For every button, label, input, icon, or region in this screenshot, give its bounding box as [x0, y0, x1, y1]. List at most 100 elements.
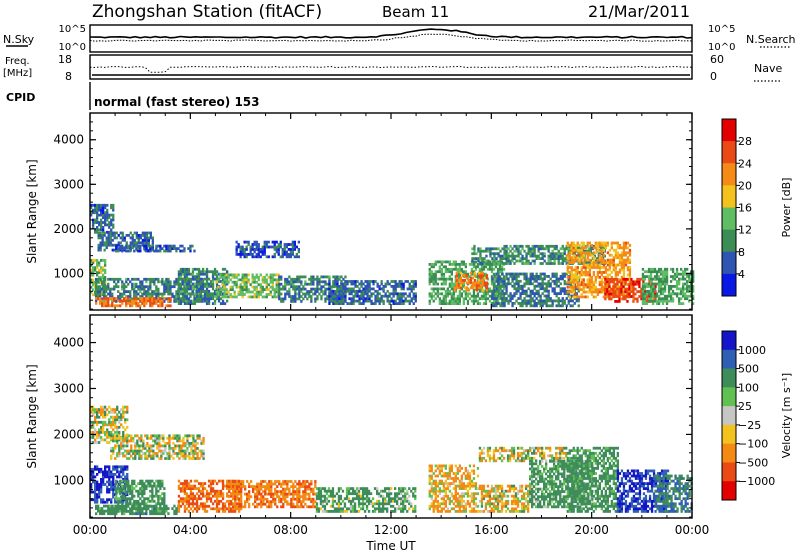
- colorbar-swatch: [722, 251, 736, 275]
- y-tick-label: 4000: [53, 336, 84, 350]
- colorbar: 4 8 12 16 20 24 28 Power [dB]: [721, 118, 793, 297]
- colorbar-swatch: [722, 368, 736, 388]
- y-tick-label: 2000: [53, 427, 84, 441]
- heatmap-region: [478, 484, 532, 513]
- heatmap-region: [641, 267, 695, 305]
- heatmap-region: [328, 280, 417, 305]
- colorbar-swatch: [722, 443, 736, 463]
- heatmap-region: [90, 203, 115, 234]
- noise-search-line: [89, 33, 693, 42]
- freq-unit-label: [MHz]: [3, 68, 32, 79]
- freq-panel: Freq. [MHz] 18 8 60 0 Nave: [3, 53, 782, 83]
- y-tick-label: 1000: [53, 266, 84, 280]
- colorbar-tick-label: 100: [738, 381, 759, 394]
- noise-tick-high-left: 10^5: [59, 24, 86, 35]
- colorbar-tick-label: −500: [738, 456, 768, 469]
- cpid-strip: CPID normal (fast stereo) 153: [6, 82, 260, 110]
- heatmap-region: [453, 271, 489, 292]
- colorbar-tick-label: 4: [738, 268, 745, 281]
- x-tick-label: 00:00: [675, 523, 710, 537]
- noise-tick-high-right: 10^5: [708, 24, 735, 35]
- x-tick-label: 08:00: [273, 523, 308, 537]
- x-tick-label: 12:00: [374, 523, 409, 537]
- heatmap-region: [95, 297, 172, 308]
- nave-tick-low: 0: [710, 70, 717, 83]
- cpid-text: normal (fast stereo) 153: [94, 95, 260, 109]
- colorbar-swatch: [722, 387, 736, 407]
- colorbar-tick-label: 28: [738, 135, 752, 148]
- heatmap-region: [95, 504, 180, 516]
- heatmap-region: [90, 465, 129, 504]
- nave-label: Nave: [754, 62, 782, 75]
- nsearch-label: N.Search: [746, 33, 796, 46]
- colorbar-swatch: [722, 462, 736, 482]
- heatmap-region: [215, 273, 280, 299]
- freq-tick-high: 18: [58, 53, 72, 66]
- power-panel: 1000 2000 3000 4000 Slant Range [km] 4 8 12 16 20…: [25, 112, 793, 311]
- x-axis-label: Time UT: [365, 539, 416, 553]
- colorbar-swatch: [722, 273, 736, 297]
- colorbar-tick-label: 500: [738, 363, 759, 376]
- heatmap-region: [115, 479, 166, 513]
- colorbar-swatch: [722, 163, 736, 186]
- noise-sky-line: [89, 28, 693, 39]
- colorbar-tick-label: 16: [738, 202, 752, 215]
- freq-label: Freq.: [5, 56, 30, 67]
- heatmap-region: [278, 275, 347, 303]
- cpid-label: CPID: [6, 91, 35, 104]
- colorbar-tick-label: −100: [738, 438, 768, 451]
- colorbar-tick-label: 12: [738, 224, 752, 237]
- velocity-panel: 1000 2000 3000 4000 00:00 04:00 08:00 12:00 16:0…: [25, 314, 793, 537]
- y-tick-label: 3000: [53, 381, 84, 395]
- heatmap-region: [428, 464, 480, 513]
- heatmap-region: [228, 480, 317, 509]
- station-title: Zhongshan Station (fitACF): [92, 2, 322, 22]
- y-tick-label: 2000: [53, 222, 84, 236]
- y-tick-label: 3000: [53, 177, 84, 191]
- noise-tick-low-right: 10^0: [708, 42, 735, 53]
- nave-tick-high: 60: [710, 53, 724, 66]
- colorbar-swatch: [722, 331, 736, 351]
- noise-tick-low-left: 10^0: [59, 42, 86, 53]
- heatmap-region: [566, 446, 619, 513]
- date-label: 21/Mar/2011: [588, 2, 690, 21]
- beam-label: Beam 11: [382, 3, 449, 21]
- heatmap-region: [315, 487, 417, 513]
- colorbar: 1000 500 100 25 −25 −100 −500 −1000 Velocity [m …: [721, 330, 793, 501]
- x-tick-label: 00:00: [73, 523, 108, 537]
- colorbar-tick-label: 8: [738, 246, 745, 259]
- colorbar-title: Power [dB]: [780, 178, 793, 238]
- colorbar-tick-label: 20: [738, 179, 752, 192]
- colorbar-swatch: [722, 185, 736, 208]
- colorbar-swatch: [722, 119, 736, 142]
- noise-panel: N.Sky 10^5 10^0 10^5 10^0 N.Search: [3, 24, 796, 53]
- y-tick-label: 4000: [53, 133, 84, 147]
- colorbar-tick-label: −25: [738, 419, 761, 432]
- colorbar-tick-label: 1000: [738, 344, 766, 357]
- heatmap-cells: [90, 405, 693, 516]
- heatmap-region: [235, 240, 300, 259]
- freq-tick-low: 8: [65, 70, 72, 83]
- colorbar-swatch: [722, 424, 736, 445]
- colorbar-tick-label: −1000: [738, 475, 775, 488]
- colorbar-swatch: [722, 406, 736, 426]
- colorbar-swatch: [722, 481, 736, 501]
- colorbar-title: Velocity [m s⁻¹]: [780, 373, 793, 458]
- colorbar-swatch: [722, 229, 736, 253]
- y-tick-label: 1000: [53, 473, 84, 487]
- heatmap-cells: [90, 203, 695, 308]
- colorbar-swatch: [722, 207, 736, 231]
- nave-dotted-line: [89, 65, 693, 73]
- y-axis-label: Slant Range [km]: [25, 364, 39, 468]
- x-tick-label: 20:00: [574, 523, 609, 537]
- y-axis-label: Slant Range [km]: [25, 159, 39, 263]
- heatmap-region: [115, 244, 196, 253]
- heatmap-region: [177, 267, 229, 305]
- colorbar-swatch: [722, 349, 736, 370]
- colorbar-tick-label: 25: [738, 400, 752, 413]
- nsky-label: N.Sky: [3, 33, 35, 46]
- colorbar-swatch: [722, 141, 736, 164]
- heatmap-region: [110, 434, 205, 460]
- x-tick-label: 04:00: [173, 523, 208, 537]
